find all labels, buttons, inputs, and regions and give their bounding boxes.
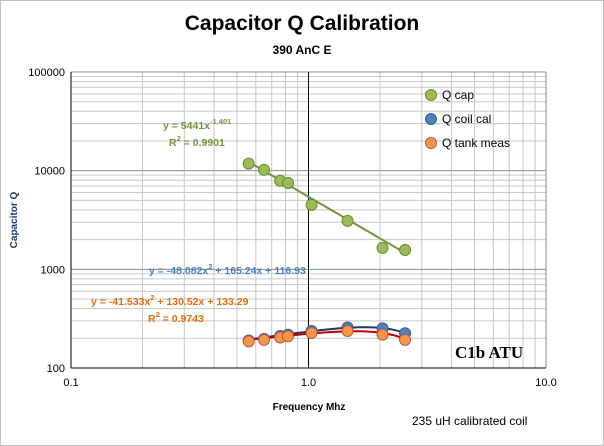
grid-lines [70,71,547,369]
x-tick-label: 10.0 [535,377,556,389]
x-tick-label: 0.1 [63,377,78,389]
trendline-q-tank-meas [248,330,406,341]
point-q-tank-meas [305,327,318,340]
point-q-tank-meas [282,330,295,343]
trendline-q-coil-cal [248,326,406,341]
point-q-tank-meas [399,333,412,346]
point-q-cap [305,198,318,211]
footnote: 235 uH calibrated coil [412,414,527,428]
point-q-tank-meas [341,325,354,338]
point-q-cap [399,244,412,257]
legend-label: Q cap [442,88,474,102]
point-q-tank-meas [258,333,271,346]
tank-equation: y = -41.533x2 + 130.52x + 133.29 [91,293,249,308]
coil-equation: y = -48.082x2 + 165.24x + 116.93 [149,262,306,277]
y-axis-title: Capacitor Q [9,191,20,248]
qcap-r2: R2 = 0.9901 [169,134,225,149]
chart-title: Capacitor Q Calibration [184,12,420,35]
tank-r2: R2 = 0.9743 [148,310,204,325]
y-tick-label: 10000 [34,166,65,178]
point-q-cap [376,241,389,254]
chart-subtitle: 390 AnC E [272,43,332,57]
point-q-cap [258,163,271,176]
point-q-tank-meas [242,335,255,348]
tick-labels: 0.1 1.0 10.0 100 1000 10000 100000 [28,67,556,389]
point-q-cap [242,157,255,170]
legend-label: Q coil cal [442,112,491,126]
y-tick-label: 100 [47,363,65,375]
legend-marker [425,89,437,101]
point-q-tank-meas [376,328,389,341]
legend-label: Q tank meas [442,136,510,150]
data-points [242,157,412,348]
y-tick-label: 100000 [28,67,65,79]
point-q-cap [341,214,354,227]
trendlines [248,161,406,341]
legend-marker [425,137,437,149]
x-tick-label: 1.0 [301,377,316,389]
corner-label: C1b ATU [455,343,523,362]
x-axis-title: Frequency Mhz [273,402,346,413]
y-tick-label: 1000 [41,264,65,276]
qcap-equation: y = 5441x-1.401 [163,117,231,132]
legend: Q cap Q coil cal Q tank meas [425,88,510,150]
legend-marker [425,113,437,125]
trendline-q-cap [248,161,406,254]
point-q-cap [282,176,295,189]
